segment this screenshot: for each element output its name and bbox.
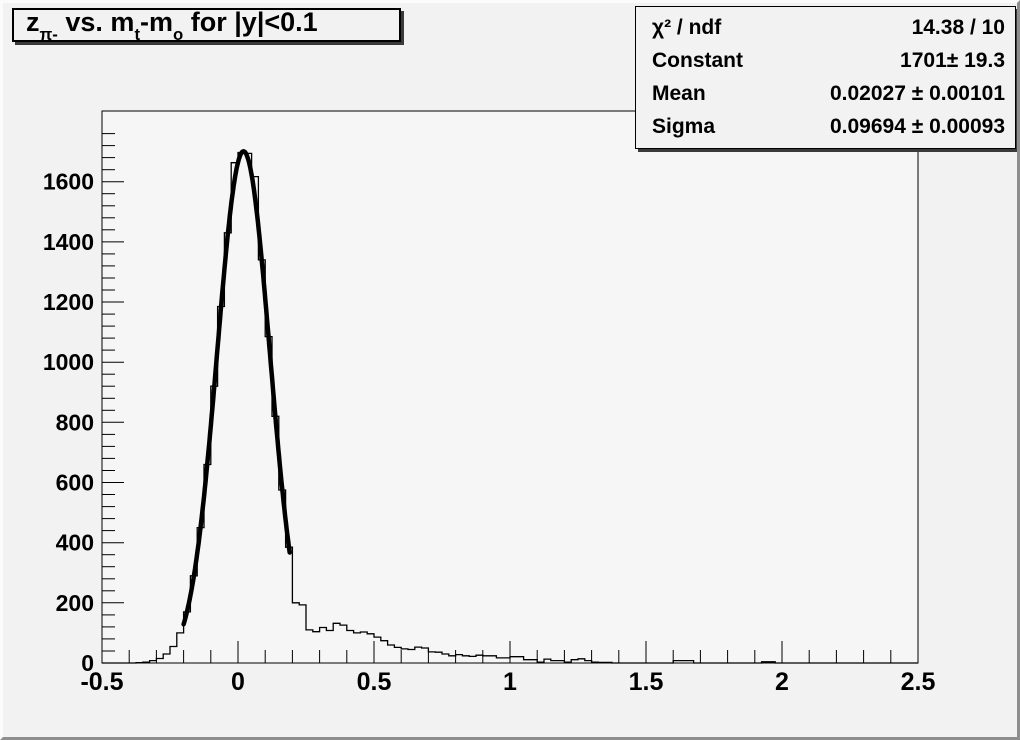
stats-label: χ² / ndf [652, 15, 722, 39]
stats-value: 0.02027 ± 0.00101 [829, 82, 1005, 106]
title-segment: for |y|<0.1 [183, 7, 318, 38]
y-tick-label: 1400 [43, 229, 94, 255]
x-tick-label: 1.5 [629, 668, 664, 696]
title-segment: vs. m [57, 7, 135, 38]
stats-label: Sigma [652, 115, 716, 139]
stats-row: Constant 1701± 19.3 [636, 44, 1015, 77]
y-tick-label: 800 [56, 409, 94, 435]
stats-label: Mean [652, 82, 706, 106]
title-segment: -m [140, 7, 174, 38]
stats-row: χ² / ndf 14.38 / 10 [636, 11, 1015, 44]
fit-curve [181, 149, 292, 627]
title-subscript: π- [39, 24, 58, 44]
title-subscript: t [134, 24, 141, 44]
stats-value: 1701± 19.3 [900, 48, 1005, 72]
y-tick-label: 200 [56, 590, 94, 616]
title-box: zπ- vs. mt-mo for |y|<0.1 [12, 7, 401, 44]
stats-value: 14.38 / 10 [911, 15, 1005, 39]
y-tick-label: 0 [81, 650, 94, 676]
plot-title: zπ- vs. mt-mo for |y|<0.1 [26, 7, 318, 44]
y-tick-label: 400 [56, 530, 94, 556]
stats-label: Constant [652, 48, 743, 72]
x-tick-label: 0.5 [357, 668, 392, 696]
plot-frame [101, 110, 919, 664]
stats-box: χ² / ndf 14.38 / 10 Constant 1701± 19.3 Mean… [635, 6, 1016, 149]
title-subscript: o [173, 24, 184, 44]
x-tick-label: -0.5 [80, 668, 123, 696]
x-tick-label: 2 [775, 668, 789, 696]
title-segment: z [26, 7, 40, 38]
y-tick-label: 600 [56, 470, 94, 496]
y-tick-label: 1600 [43, 169, 94, 195]
y-tick-label: 1200 [43, 289, 94, 315]
x-tick-label: 1 [503, 668, 517, 696]
y-tick-label: 1000 [43, 349, 94, 375]
stats-row: Sigma 0.09694 ± 0.00093 [636, 111, 1015, 144]
stats-row: Mean 0.02027 ± 0.00101 [636, 78, 1015, 111]
x-tick-label: 2.5 [901, 668, 936, 696]
x-tick-label: 0 [231, 668, 245, 696]
stats-value: 0.09694 ± 0.00093 [829, 115, 1005, 139]
